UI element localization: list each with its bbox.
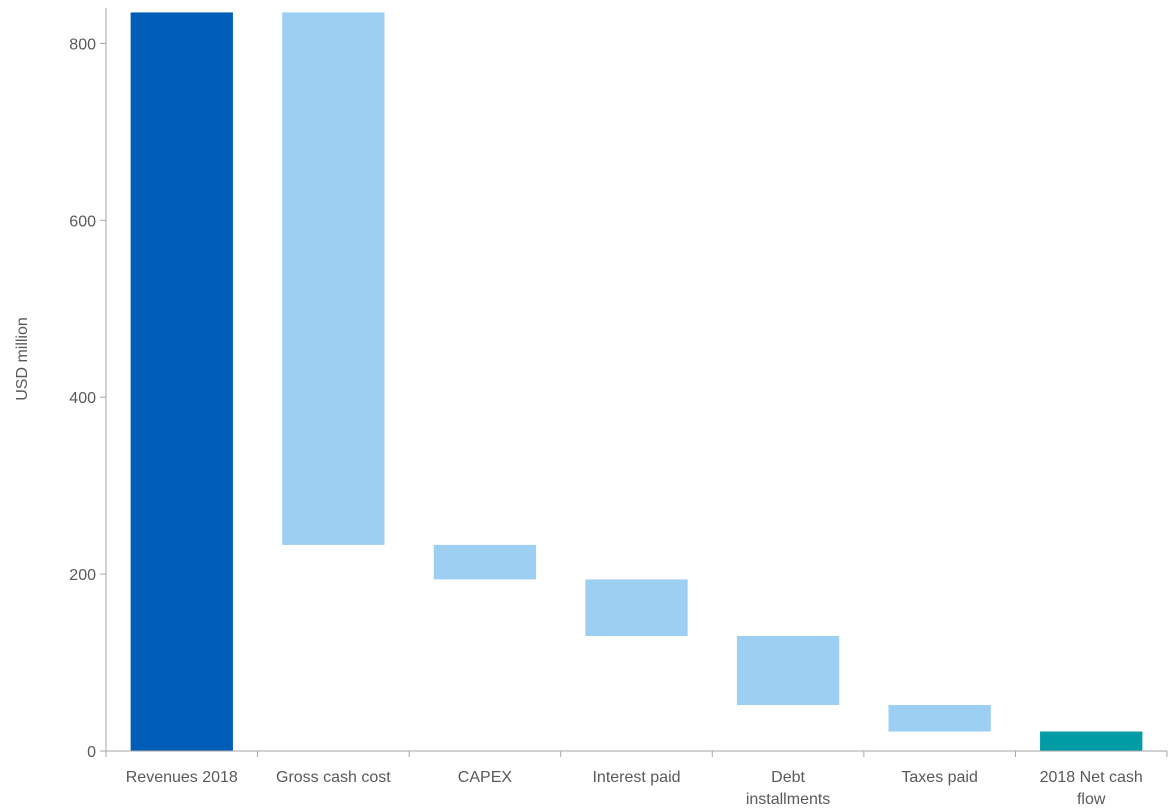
y-axis-title: USD million [14, 317, 31, 401]
x-tick-label-taxes-paid: Taxes paid [901, 769, 978, 786]
bar-2018-net-cash-flow [1040, 731, 1143, 751]
x-tick-label-interest-paid: Interest paid [592, 769, 680, 786]
bar-gross-cash-cost [282, 12, 385, 545]
y-tick-label: 400 [69, 390, 96, 407]
bar-debt-installments [736, 636, 840, 706]
bars [130, 12, 1143, 752]
y-tick-label: 600 [69, 213, 96, 230]
bar-revenues-2018 [130, 12, 233, 752]
x-tick-label-gross-cash-cost: Gross cash cost [276, 769, 391, 786]
x-tick-label-line: Debt [771, 769, 805, 786]
bar-interest-paid [585, 579, 688, 637]
y-tick-label: 200 [69, 567, 96, 584]
x-tick-label-revenues-2018: Revenues 2018 [126, 769, 238, 786]
x-tick-label-line: Interest paid [592, 769, 680, 786]
bar-capex [433, 544, 537, 580]
x-axis-ticks: Revenues 2018 Gross cash cost CAPEX Interes… [105, 751, 1168, 808]
x-tick-label-line: flow [1077, 791, 1106, 808]
x-tick-label-line: Taxes paid [901, 769, 978, 786]
x-tick-label-line: installments [746, 791, 830, 808]
x-tick-label-line: CAPEX [458, 769, 513, 786]
x-tick-label-line: Gross cash cost [276, 769, 391, 786]
y-tick-label: 800 [69, 36, 96, 53]
bar-taxes-paid [888, 705, 991, 732]
x-tick-label-capex: CAPEX [458, 769, 513, 786]
y-axis-ticks: 0 200 400 600 800 [69, 36, 106, 761]
y-tick-label: 0 [87, 744, 96, 761]
x-tick-label-debt-installments: Debt installments [746, 769, 830, 808]
plot-area: 0 200 400 600 800 Revenues 2018 Gross cash co… [69, 8, 1168, 808]
x-tick-label-line: Revenues 2018 [126, 769, 238, 786]
x-tick-label-2018-net-cash-flow: 2018 Net cash flow [1040, 769, 1143, 808]
x-tick-label-line: 2018 Net cash [1040, 769, 1143, 786]
